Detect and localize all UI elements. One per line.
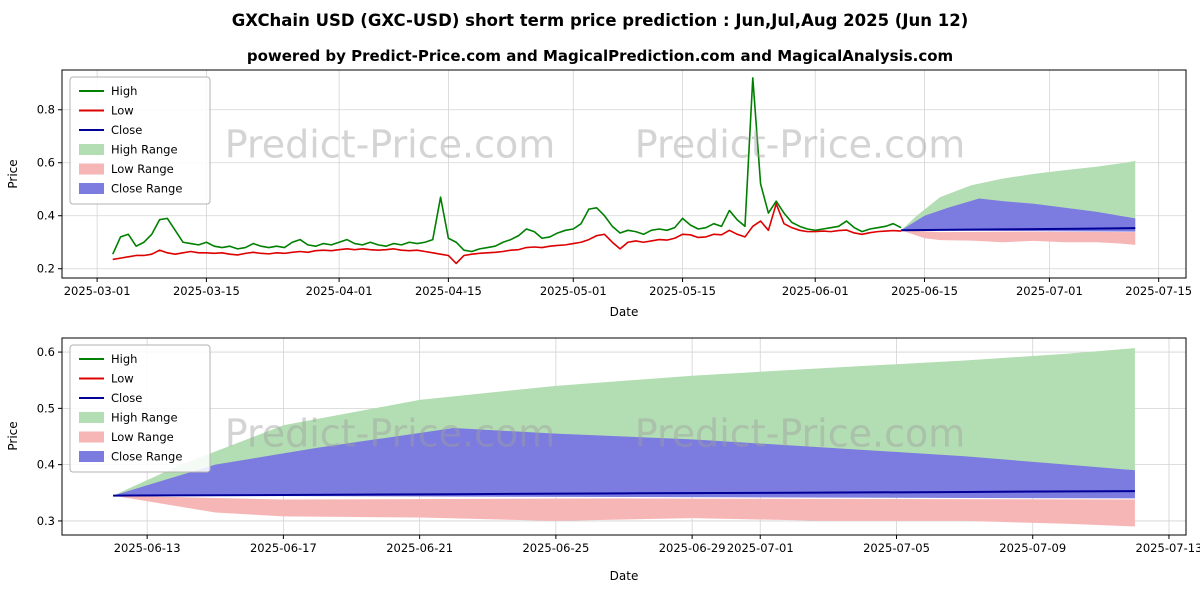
chart-title: GXChain USD (GXC-USD) short term price p…: [232, 11, 968, 30]
legend-label: Close Range: [111, 182, 182, 196]
legend-close-range-sample: [79, 451, 104, 462]
watermark-text: Predict-Price.com: [225, 122, 556, 166]
close-range-band: [113, 428, 1135, 499]
x-axis: 2025-06-13 2025-06-17 2025-06-21 2025-06-25…: [114, 535, 1200, 555]
x-tick-label: 2025-05-15: [649, 284, 716, 298]
x-axis: 2025-03-01 2025-03-15 2025-04-01 2025-04-15…: [64, 278, 1192, 298]
top-y-axis-label: Price: [6, 159, 20, 188]
x-tick-label: 2025-03-15: [173, 284, 240, 298]
x-tick-label: 2025-06-13: [114, 541, 181, 555]
y-axis: 0.3 0.4 0.5 0.6: [37, 345, 62, 528]
legend: High Low Close High Range Low Range Close Ran…: [69, 76, 211, 205]
y-tick-label: 0.8: [37, 103, 55, 117]
legend-low-range-sample: [79, 431, 104, 443]
x-tick-label: 2025-07-09: [999, 541, 1066, 555]
legend-label: Close Range: [111, 450, 182, 464]
legend-close-range-sample: [79, 183, 104, 194]
legend-label: Low: [111, 372, 134, 386]
chart-subtitle: powered by Predict-Price.com and Magical…: [247, 47, 953, 65]
x-tick-label: 2025-04-01: [306, 284, 373, 298]
bottom-y-axis-label: Price: [6, 421, 20, 450]
low-range-band: [113, 495, 1135, 527]
plot-border: [61, 69, 1187, 279]
plot-border: [61, 337, 1187, 536]
legend-box: [69, 344, 211, 473]
y-tick-label: 0.6: [37, 156, 55, 170]
x-tick-label: 2025-06-29: [659, 541, 726, 555]
y-tick-label: 0.2: [37, 262, 55, 276]
legend-label: High Range: [111, 143, 178, 157]
close-line: [113, 490, 1135, 497]
legend-box: [69, 76, 211, 205]
legend: High Low Close High Range Low Range Close Ran…: [69, 344, 211, 473]
y-tick-label: 0.5: [37, 401, 55, 415]
x-tick-label: 2025-03-01: [64, 284, 131, 298]
y-tick-label: 0.3: [37, 514, 55, 528]
legend-high-range-sample: [79, 144, 104, 155]
legend-label: Low Range: [111, 430, 174, 444]
x-tick-label: 2025-06-21: [386, 541, 453, 555]
top-x-axis-label: Date: [610, 305, 639, 319]
top-price-chart: Predict-Price.com Predict-Price.com 2025-0…: [37, 69, 1192, 298]
y-tick-label: 0.4: [37, 458, 55, 472]
x-tick-label: 2025-07-15: [1125, 284, 1192, 298]
x-tick-label: 2025-07-05: [863, 541, 930, 555]
low-line: [112, 203, 902, 265]
legend-label: Close: [111, 123, 142, 137]
high-line: [112, 77, 902, 255]
bottom-x-axis-label: Date: [610, 569, 639, 583]
x-tick-label: 2025-06-01: [782, 284, 849, 298]
legend-label: Low: [111, 104, 134, 118]
close-line: [901, 227, 1136, 232]
y-tick-label: 0.4: [37, 209, 55, 223]
legend-label: High: [111, 84, 137, 98]
watermark-text: Predict-Price.com: [635, 411, 966, 455]
legend-label: Low Range: [111, 162, 174, 176]
bottom-forecast-chart: Predict-Price.com Predict-Price.com 2025-0…: [37, 337, 1200, 555]
legend-label: Close: [111, 391, 142, 405]
legend-high-range-sample: [79, 412, 104, 423]
x-tick-label: 2025-05-01: [540, 284, 607, 298]
x-tick-label: 2025-06-17: [250, 541, 317, 555]
x-tick-label: 2025-07-01: [1016, 284, 1083, 298]
close-range-band: [901, 198, 1136, 232]
x-tick-label: 2025-06-25: [522, 541, 589, 555]
watermark-text: Predict-Price.com: [225, 411, 556, 455]
y-axis: 0.2 0.4 0.6 0.8: [37, 103, 62, 276]
x-tick-label: 2025-07-13: [1136, 541, 1200, 555]
legend-label: High: [111, 352, 137, 366]
watermark-text: Predict-Price.com: [635, 122, 966, 166]
x-tick-label: 2025-07-01: [727, 541, 794, 555]
legend-low-range-sample: [79, 163, 104, 175]
y-tick-label: 0.6: [37, 345, 55, 359]
low-range-band: [901, 230, 1136, 245]
x-tick-label: 2025-04-15: [415, 284, 482, 298]
x-tick-label: 2025-06-15: [891, 284, 958, 298]
legend-label: High Range: [111, 411, 178, 425]
